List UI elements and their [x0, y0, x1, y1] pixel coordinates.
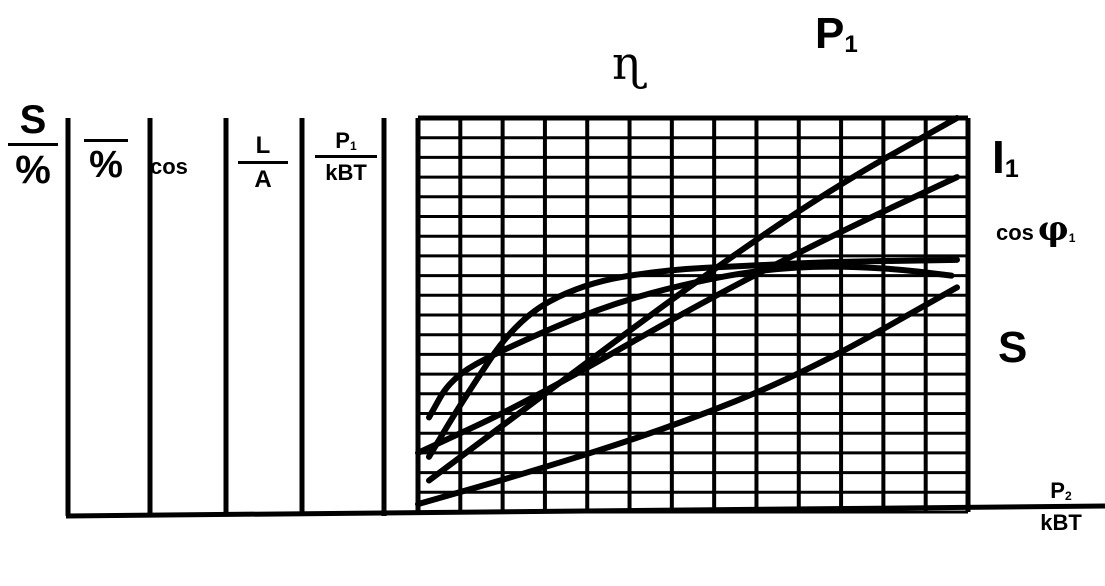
- p1-curve-label: P1: [815, 9, 858, 58]
- current-column-denominator: A: [254, 166, 272, 193]
- eta-percent-column-label: %: [84, 139, 128, 184]
- fraction-bar: [1030, 505, 1092, 508]
- s-percent-column-label: S %: [8, 100, 58, 190]
- fraction-bar: [238, 161, 288, 164]
- i1-curve-label: I1: [992, 131, 1019, 183]
- i1-curve-label-sub: 1: [1004, 154, 1019, 183]
- x-axis-label-sub: 2: [1064, 488, 1072, 503]
- p1-column-numerator-main: P: [335, 128, 350, 153]
- phi-symbol: φ: [1037, 209, 1069, 249]
- p1-column-label: P1 kBT: [315, 130, 377, 184]
- x-axis-label-denominator: kBT: [1040, 510, 1082, 535]
- s-column-numerator: S: [19, 98, 47, 142]
- eta-curve-label: ɳ: [612, 36, 644, 90]
- p1-column-numerator-sub: 1: [349, 138, 357, 153]
- p1-column-numerator: P1: [315, 130, 377, 155]
- p1-curve-label-sub: 1: [844, 30, 858, 58]
- cos-column-label: cos: [150, 154, 188, 179]
- cos-phi1-label-sub: 1: [1068, 230, 1076, 245]
- x-axis-label: P2 kBT: [1030, 480, 1092, 534]
- fraction-bar: [8, 143, 58, 146]
- p1-column-denominator: kBT: [325, 160, 367, 185]
- p1-curve-label-main: P: [815, 9, 845, 58]
- x-axis-label-main: P: [1050, 478, 1065, 503]
- current-column-label: L A: [238, 134, 288, 192]
- x-axis-label-numerator: P2: [1030, 480, 1092, 505]
- eta-column-denominator: %: [89, 144, 123, 186]
- cos-phi1-label-main: cos: [996, 220, 1034, 245]
- s-curve-label: S: [998, 323, 1028, 372]
- fraction-bar: [84, 139, 128, 142]
- fraction-bar: [315, 155, 377, 158]
- chart-grid: [415, 115, 971, 514]
- curve-s: [415, 284, 960, 508]
- curve-cos-1: [426, 256, 960, 460]
- cos-phi1-curve-label: cos φ1: [996, 212, 1075, 246]
- curve-i1: [415, 174, 960, 456]
- current-column-numerator: L: [255, 132, 271, 159]
- i1-curve-label-main: I: [992, 131, 1005, 183]
- curve-p1: [426, 115, 960, 484]
- curve-series: [426, 263, 955, 421]
- chart-curves: [415, 115, 960, 508]
- s-column-denominator: %: [15, 148, 51, 192]
